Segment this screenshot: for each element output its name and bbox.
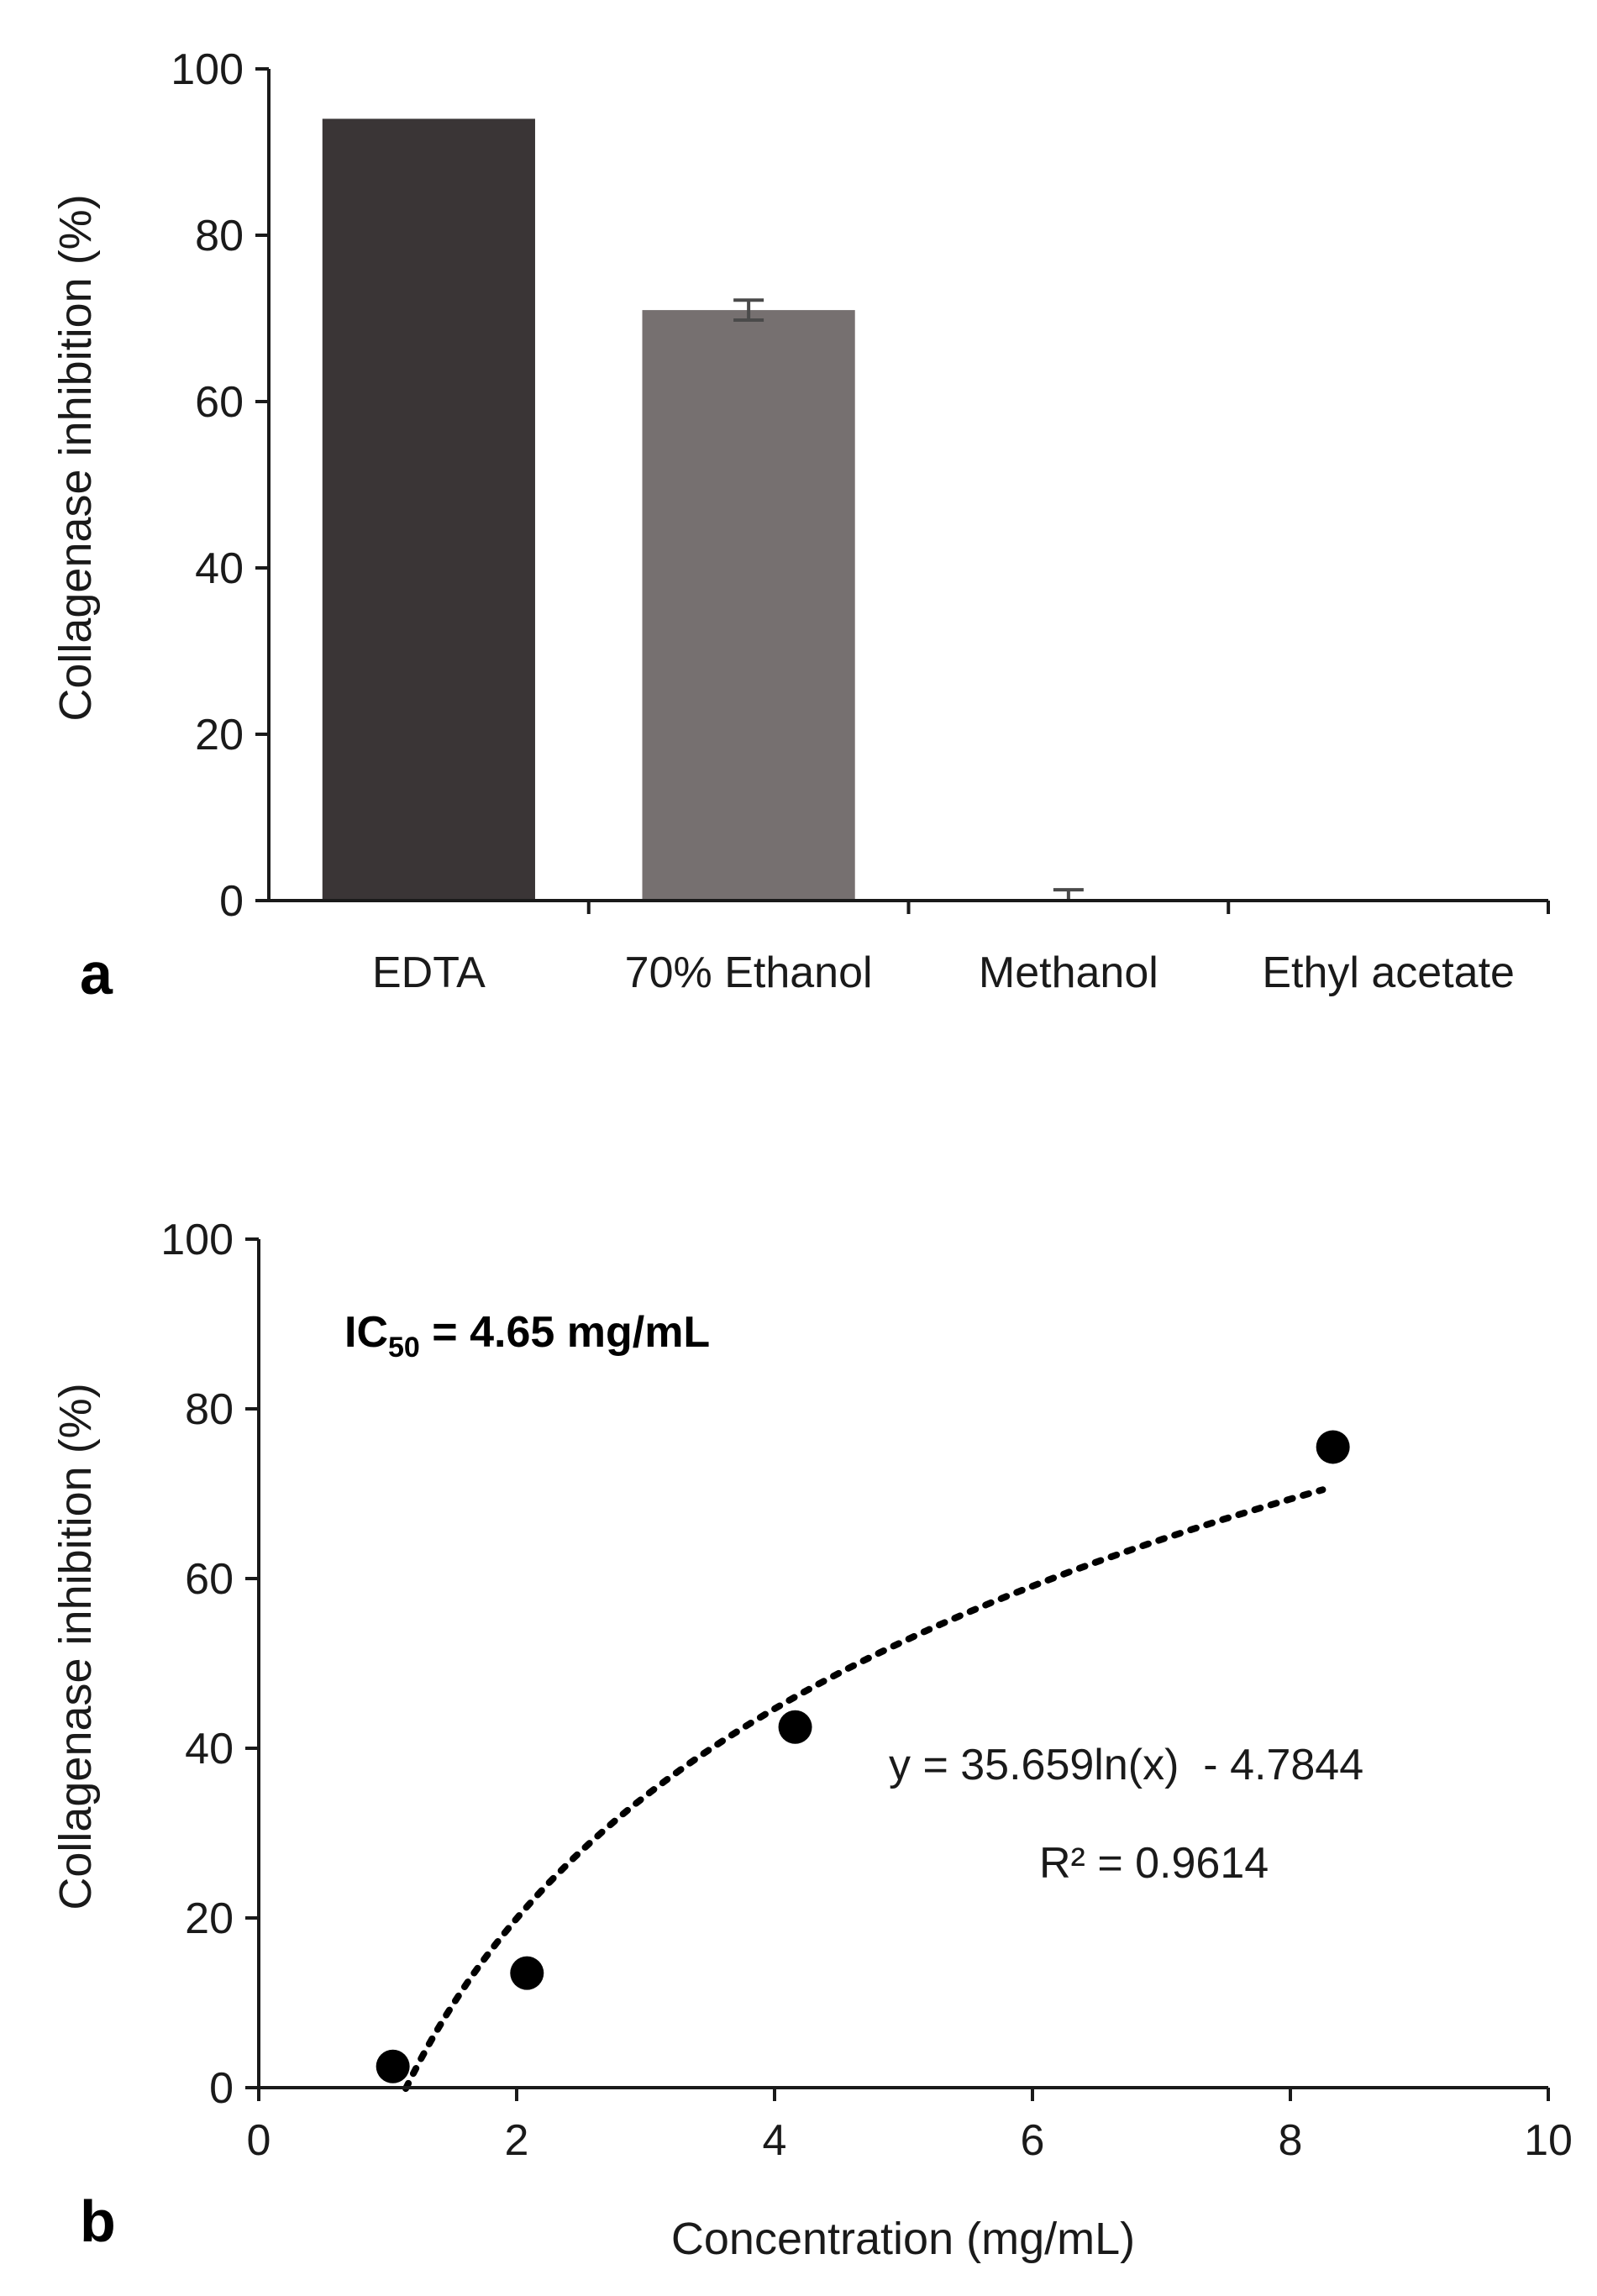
y-tick-label-3: 60 <box>185 1555 234 1604</box>
panel-b-chart: 0 20 40 60 80 100 0 2 4 6 8 10 Collagenase inhibit… <box>50 1216 1573 2264</box>
data-point-3 <box>1316 1430 1350 1464</box>
panel-a-label: a <box>80 941 113 1006</box>
panel-b-x-axis-title: Concentration (mg/mL) <box>671 2214 1135 2264</box>
panel-b-x-ticks: 0 2 4 6 8 10 <box>247 2088 1573 2165</box>
trend-equation: y = 35.659ln(x) - 4.7844 <box>889 1741 1363 1789</box>
ic50-annotation: IC50 = 4.65 mg/mL <box>344 1308 710 1363</box>
data-point-0 <box>376 2049 410 2083</box>
bar-1 <box>642 310 855 901</box>
y-tick-label-1: 20 <box>195 711 244 759</box>
x-tick-label-0: EDTA <box>372 948 486 997</box>
y-tick-label-4: 80 <box>195 212 244 260</box>
y-tick-label-5: 100 <box>160 1216 234 1264</box>
x-tick-label-2: Methanol <box>979 948 1158 997</box>
x-tick-label-4: 8 <box>1279 2116 1303 2165</box>
y-tick-label-1: 20 <box>185 1894 234 1943</box>
panel-b-points <box>376 1430 1350 2083</box>
panel-b-y-axis-title: Collagenase inhibition (%) <box>50 1383 101 1910</box>
panel-b-label: b <box>80 2188 116 2254</box>
x-tick-label-2: 4 <box>763 2116 787 2165</box>
y-tick-label-2: 40 <box>195 544 244 593</box>
panel-a-y-axis-title: Collagenase inhibition (%) <box>50 194 101 721</box>
y-tick-label-0: 0 <box>219 877 244 926</box>
x-tick-label-5: 10 <box>1524 2116 1573 2165</box>
x-tick-label-1: 70% Ethanol <box>625 948 873 997</box>
ic50-prefix: IC <box>344 1308 388 1357</box>
panel-b-y-ticks: 0 20 40 60 80 100 <box>160 1216 259 2113</box>
data-point-2 <box>778 1710 812 1744</box>
x-tick-label-3: Ethyl acetate <box>1262 948 1515 997</box>
panel-a-chart: 0 20 40 60 80 100 EDTA 70% Ethanol Methanol Ethy… <box>50 45 1550 1006</box>
panel-a-y-ticks: 0 20 40 60 80 100 <box>171 45 269 926</box>
panel-b-trendline <box>402 1486 1326 2093</box>
r-squared: R² = 0.9614 <box>1039 1839 1269 1888</box>
ic50-subscript: 50 <box>388 1332 420 1363</box>
bar-0 <box>322 118 535 901</box>
panel-a-x-ticks: EDTA 70% Ethanol Methanol Ethyl acetate <box>372 901 1550 997</box>
x-tick-label-0: 0 <box>247 2116 271 2165</box>
ic50-value: = 4.65 mg/mL <box>420 1308 710 1357</box>
y-tick-label-4: 80 <box>185 1385 234 1434</box>
x-tick-label-3: 6 <box>1021 2116 1045 2165</box>
y-tick-label-3: 60 <box>195 378 244 427</box>
panel-a-bars <box>322 118 855 901</box>
y-tick-label-2: 40 <box>185 1725 234 1773</box>
data-point-1 <box>510 1956 544 1990</box>
y-tick-label-5: 100 <box>171 45 244 94</box>
y-tick-label-0: 0 <box>209 2064 234 2113</box>
x-tick-label-1: 2 <box>505 2116 529 2165</box>
panel-a-errorbars <box>733 298 1084 901</box>
